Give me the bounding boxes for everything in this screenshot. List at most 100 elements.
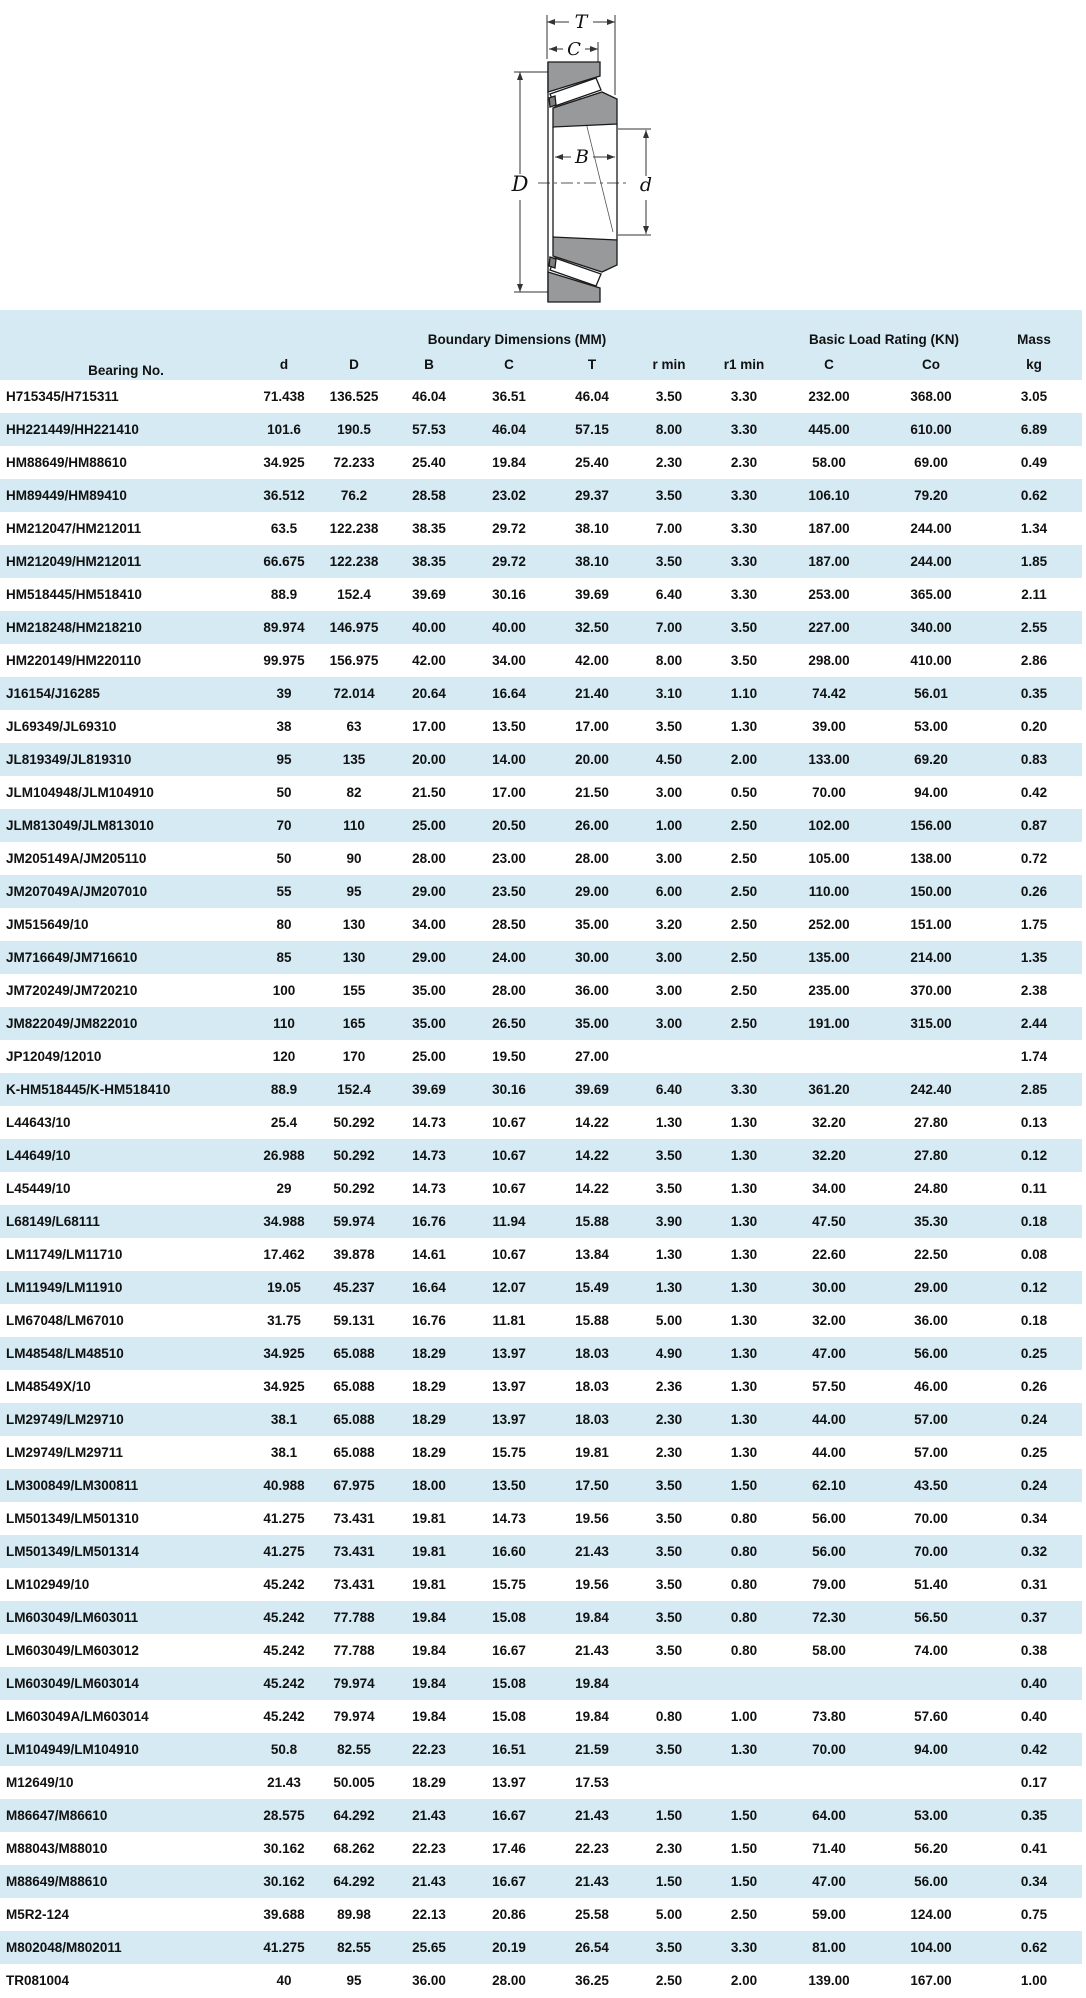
value-cell: 21.43 bbox=[552, 1799, 632, 1832]
value-cell: 30.16 bbox=[492, 587, 526, 602]
value-cell: 1.74 bbox=[1020, 1049, 1048, 1064]
value-cell: 0.50 bbox=[730, 785, 758, 800]
value-cell: 32.20 bbox=[782, 1139, 877, 1172]
table-row: M5R2-124 39.688 89.98 22.13 20.86 25.58 5.00 2.… bbox=[0, 1898, 1082, 1931]
value-cell: 3.50 bbox=[730, 653, 758, 668]
bearing-no-cell: JL69349/JL69310 bbox=[6, 719, 117, 734]
value-cell: 30.00 bbox=[552, 941, 632, 974]
value-cell: 38.10 bbox=[552, 545, 632, 578]
value-cell bbox=[782, 1766, 876, 1799]
value-cell: 88.9 bbox=[270, 587, 298, 602]
value-cell: 3.00 bbox=[655, 851, 683, 866]
value-cell: 59.131 bbox=[333, 1313, 375, 1328]
value-cell: 79.00 bbox=[812, 1577, 846, 1592]
bearing-no-cell: JLM813049/JLM813010 bbox=[0, 809, 252, 842]
value-cell: 1.30 bbox=[655, 1247, 683, 1262]
table-row: LM29749/LM29710 38.1 65.088 18.29 13.97 18.03… bbox=[0, 1403, 1083, 1436]
value-cell: 365.00 bbox=[910, 587, 952, 602]
table-row: LM29749/LM29711 38.1 65.088 18.29 15.75 19.81… bbox=[0, 1436, 1082, 1469]
value-cell: 50.292 bbox=[316, 1139, 392, 1172]
value-cell: 253.00 bbox=[808, 587, 850, 602]
value-cell: 0.26 bbox=[986, 875, 1083, 908]
table-row: LM11949/LM11910 19.05 45.237 16.64 12.07 15.4… bbox=[0, 1271, 1083, 1304]
bearing-no-cell: K-HM518445/K-HM518410 bbox=[0, 1073, 252, 1106]
value-cell: 244.00 bbox=[876, 545, 987, 578]
value-cell: 3.30 bbox=[730, 389, 758, 404]
value-cell: 0.80 bbox=[706, 1601, 783, 1634]
value-cell: 32.00 bbox=[812, 1313, 846, 1328]
table-row: LM501349/LM501310 41.275 73.431 19.81 14.73 1… bbox=[0, 1502, 1082, 1535]
value-cell: 89.98 bbox=[337, 1907, 371, 1922]
value-cell: 0.80 bbox=[730, 1577, 758, 1592]
value-cell bbox=[876, 1667, 987, 1700]
value-cell: 32.20 bbox=[812, 1115, 846, 1130]
value-cell: 3.30 bbox=[706, 479, 783, 512]
bearing-no-cell: LM102949/10 bbox=[6, 1577, 90, 1592]
value-cell: 20.64 bbox=[392, 677, 466, 710]
value-cell: 16.60 bbox=[466, 1535, 552, 1568]
table-row: JM720249/JM720210 100 155 35.00 28.00 36.00 3.… bbox=[0, 974, 1082, 1007]
value-cell: 64.00 bbox=[782, 1799, 877, 1832]
value-cell: 19.56 bbox=[575, 1577, 609, 1592]
value-cell: 14.73 bbox=[492, 1511, 526, 1526]
value-cell: 2.44 bbox=[986, 1007, 1083, 1040]
value-cell: 3.50 bbox=[632, 1601, 706, 1634]
value-cell: 1.30 bbox=[706, 1403, 783, 1436]
value-cell: 35.00 bbox=[552, 1007, 632, 1040]
bearing-no-cell: L68149/L68111 bbox=[0, 1205, 252, 1238]
value-cell: 23.00 bbox=[492, 851, 526, 866]
value-cell: 0.37 bbox=[986, 1601, 1083, 1634]
value-cell: 59.00 bbox=[812, 1907, 846, 1922]
value-cell: 28.00 bbox=[492, 983, 526, 998]
value-cell: 35.00 bbox=[575, 917, 609, 932]
value-cell: 79.974 bbox=[316, 1667, 392, 1700]
value-cell: 39.878 bbox=[333, 1247, 375, 1262]
value-cell: 315.00 bbox=[876, 1007, 987, 1040]
value-cell: 2.50 bbox=[706, 875, 783, 908]
value-cell: 63 bbox=[346, 719, 362, 734]
col-header-d: d bbox=[252, 349, 316, 380]
value-cell: 0.31 bbox=[1020, 1577, 1048, 1592]
value-cell: 29.00 bbox=[552, 875, 632, 908]
value-cell: 105.00 bbox=[808, 851, 850, 866]
value-cell: 21.43 bbox=[267, 1775, 301, 1790]
value-cell: 53.00 bbox=[914, 719, 948, 734]
value-cell: 21.43 bbox=[392, 1799, 466, 1832]
value-cell: 64.292 bbox=[316, 1799, 392, 1832]
value-cell: 47.50 bbox=[782, 1205, 877, 1238]
value-cell: 18.03 bbox=[575, 1379, 609, 1394]
table-row: H715345/H715311 71.438 136.525 46.04 36.51 46… bbox=[0, 380, 1082, 413]
value-cell: 56.50 bbox=[876, 1601, 987, 1634]
value-cell: 17.462 bbox=[263, 1247, 305, 1262]
value-cell: 152.4 bbox=[337, 587, 371, 602]
value-cell: 3.00 bbox=[632, 1007, 706, 1040]
value-cell: 17.50 bbox=[552, 1469, 632, 1502]
value-cell: 10.67 bbox=[466, 1139, 552, 1172]
value-cell: 42.00 bbox=[412, 653, 446, 668]
value-cell: 28.00 bbox=[575, 851, 609, 866]
value-cell bbox=[632, 1040, 706, 1073]
value-cell: 151.00 bbox=[910, 917, 952, 932]
value-cell: 3.50 bbox=[632, 1469, 706, 1502]
bearing-no-cell: JM720249/JM720210 bbox=[6, 983, 138, 998]
table-row: M802048/M802011 41.275 82.55 25.65 20.19 26.5… bbox=[0, 1931, 1083, 1964]
value-cell: 2.50 bbox=[730, 851, 758, 866]
value-cell: 73.80 bbox=[812, 1709, 846, 1724]
value-cell: 68.262 bbox=[333, 1841, 375, 1856]
col-header-r1-min: r1 min bbox=[706, 349, 783, 380]
table-row: L68149/L68111 34.988 59.974 16.76 11.94 15.88… bbox=[0, 1205, 1083, 1238]
value-cell: 1.50 bbox=[632, 1865, 706, 1898]
value-cell: 0.26 bbox=[1020, 1379, 1048, 1394]
bearing-no-cell: M88649/M88610 bbox=[0, 1865, 252, 1898]
value-cell: 18.03 bbox=[552, 1403, 632, 1436]
value-cell: 1.30 bbox=[730, 1115, 758, 1130]
table-row: HM518445/HM518410 88.9 152.4 39.69 30.16 39.6… bbox=[0, 578, 1082, 611]
value-cell: 44.00 bbox=[782, 1403, 877, 1436]
value-cell: 19.81 bbox=[392, 1535, 466, 1568]
value-cell: 73.431 bbox=[316, 1535, 392, 1568]
value-cell: 8.00 bbox=[655, 653, 683, 668]
value-cell: 3.10 bbox=[632, 677, 706, 710]
value-cell: 46.00 bbox=[914, 1379, 948, 1394]
bearing-no-cell: HM88649/HM88610 bbox=[6, 455, 127, 470]
bearing-no-cell: HM218248/HM218210 bbox=[0, 611, 252, 644]
